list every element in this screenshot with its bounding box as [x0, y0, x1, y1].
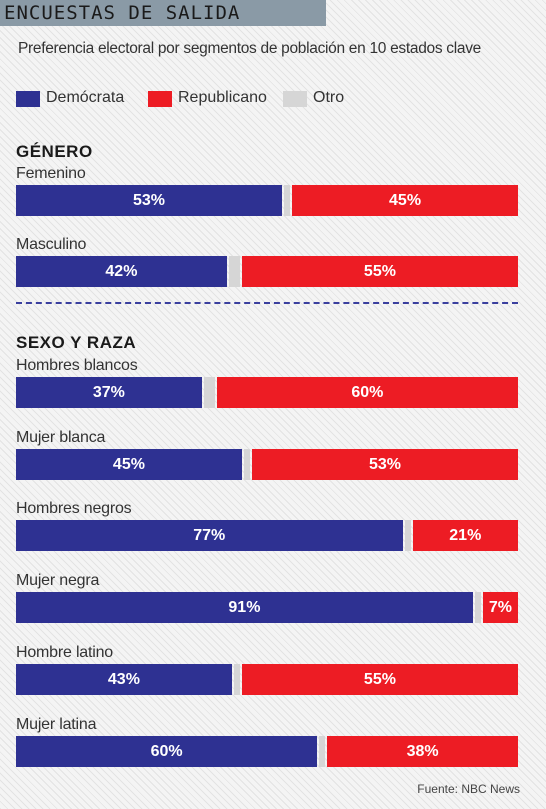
- bar-other: [404, 520, 411, 551]
- data-label-republican: 7%: [488, 599, 512, 616]
- bar-republican: [327, 736, 518, 767]
- data-label-democrat: 60%: [150, 743, 183, 760]
- data-label-democrat: 91%: [228, 599, 261, 616]
- data-label-democrat: 37%: [92, 384, 125, 401]
- bar-other: [228, 256, 240, 287]
- bar-other: [474, 592, 481, 623]
- bar-republican: [241, 664, 518, 695]
- bar-republican: [292, 185, 518, 216]
- bar-category-label: Mujer blanca: [16, 429, 106, 446]
- data-label-democrat: 45%: [112, 456, 145, 473]
- bar-republican: [251, 449, 518, 480]
- bar-democrat: [16, 256, 227, 287]
- data-label-republican: 55%: [363, 671, 396, 688]
- data-label-republican: 21%: [449, 527, 482, 544]
- bar-democrat: [16, 449, 242, 480]
- chart-title: ENCUESTAS DE SALIDA: [4, 2, 241, 24]
- data-label-democrat: 43%: [107, 671, 140, 688]
- bar-other: [203, 377, 215, 408]
- legend-label-dem: Demócrata: [46, 89, 125, 106]
- bar-democrat: [16, 520, 403, 551]
- section-title-sexo-raza: SEXO Y RAZA: [16, 333, 137, 352]
- header-band: ENCUESTAS DE SALIDA: [0, 0, 326, 26]
- bar-other: [319, 736, 326, 767]
- bar-row: 43% 55%: [16, 664, 518, 695]
- data-label-republican: 60%: [351, 384, 384, 401]
- chart-subtitle: Preferencia electoral por segmentos de p…: [18, 40, 481, 57]
- data-label-republican: 38%: [406, 743, 439, 760]
- bar-row: 77% 21%: [16, 520, 518, 551]
- bar-democrat: [16, 377, 202, 408]
- legend-swatch-dem: [16, 91, 40, 107]
- section-divider: [16, 302, 518, 304]
- legend-label-rep: Republicano: [178, 89, 267, 106]
- bar-category-label: Femenino: [16, 165, 86, 182]
- bar-row: 45% 53%: [16, 449, 518, 480]
- bar-row: 60% 38%: [16, 736, 518, 767]
- bar-row: 37% 60%: [16, 377, 518, 408]
- legend-label-other: Otro: [313, 89, 345, 106]
- source-note: Fuente: NBC News: [417, 782, 520, 796]
- bar-row: 91% 7%: [16, 592, 518, 623]
- bar-democrat: [16, 185, 283, 216]
- bar-category-label: Masculino: [16, 236, 87, 253]
- legend-swatch-other: [283, 91, 307, 107]
- bar-democrat: [16, 736, 318, 767]
- bar-republican: [241, 256, 518, 287]
- section-title-genero: GÉNERO: [16, 142, 93, 161]
- bar-republican: [482, 592, 518, 623]
- bar-category-label: Hombres blancos: [16, 357, 138, 374]
- data-label-republican: 45%: [389, 192, 422, 209]
- data-label-democrat: 77%: [193, 527, 226, 544]
- bar-democrat: [16, 664, 232, 695]
- legend-swatch-rep: [148, 91, 172, 107]
- bar-republican: [412, 520, 518, 551]
- bar-other: [233, 664, 240, 695]
- bar-row: 42% 55%: [16, 256, 518, 287]
- data-label-republican: 53%: [368, 456, 401, 473]
- bar-row: 53% 45%: [16, 185, 518, 216]
- bar-category-label: Hombre latino: [16, 644, 114, 661]
- bar-category-label: Hombres negros: [16, 500, 132, 517]
- bar-category-label: Mujer negra: [16, 572, 100, 589]
- bar-democrat: [16, 592, 473, 623]
- data-label-democrat: 53%: [133, 192, 166, 209]
- data-label-democrat: 42%: [105, 263, 138, 280]
- data-label-republican: 55%: [363, 263, 396, 280]
- bar-category-label: Mujer latina: [16, 716, 97, 733]
- bar-republican: [216, 377, 518, 408]
- bar-other: [284, 185, 291, 216]
- bar-other: [243, 449, 250, 480]
